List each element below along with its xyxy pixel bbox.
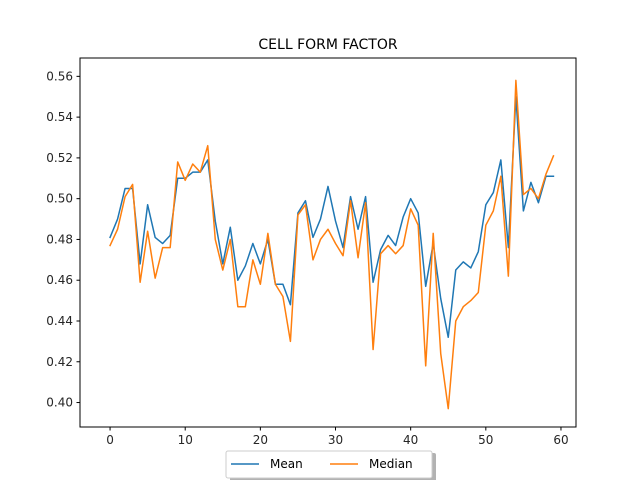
x-tick-label: 50 bbox=[478, 433, 493, 447]
chart-title: CELL FORM FACTOR bbox=[258, 37, 397, 53]
x-tick-label: 10 bbox=[178, 433, 193, 447]
x-tick-label: 30 bbox=[328, 433, 343, 447]
y-tick-label: 0.52 bbox=[46, 151, 73, 165]
y-tick-label: 0.44 bbox=[46, 314, 73, 328]
plot-area bbox=[109, 79, 555, 410]
x-tick-label: 0 bbox=[106, 433, 114, 447]
legend-label-mean: Mean bbox=[270, 457, 303, 471]
y-tick-label: 0.42 bbox=[46, 355, 73, 369]
y-tick-label: 0.50 bbox=[46, 192, 73, 206]
y-tick-label: 0.46 bbox=[46, 273, 73, 287]
x-tick-label: 20 bbox=[253, 433, 268, 447]
y-tick-label: 0.48 bbox=[46, 232, 73, 246]
plot-frame bbox=[79, 57, 577, 428]
legend: Mean Median bbox=[225, 450, 436, 480]
x-tick-label: 60 bbox=[553, 433, 568, 447]
series-line-mean bbox=[109, 95, 555, 339]
x-tick-label: 40 bbox=[403, 433, 418, 447]
legend-label-median: Median bbox=[369, 457, 413, 471]
y-tick-label: 0.56 bbox=[46, 69, 73, 83]
axis-ticks: 0 10 20 30 40 50 60 0.40 0.42 0.44 0.46 0.48 0.50 0.5… bbox=[46, 69, 568, 447]
series-line-median bbox=[109, 79, 555, 410]
y-tick-label: 0.40 bbox=[46, 396, 73, 410]
legend-box bbox=[225, 450, 433, 479]
y-tick-label: 0.54 bbox=[46, 110, 73, 124]
